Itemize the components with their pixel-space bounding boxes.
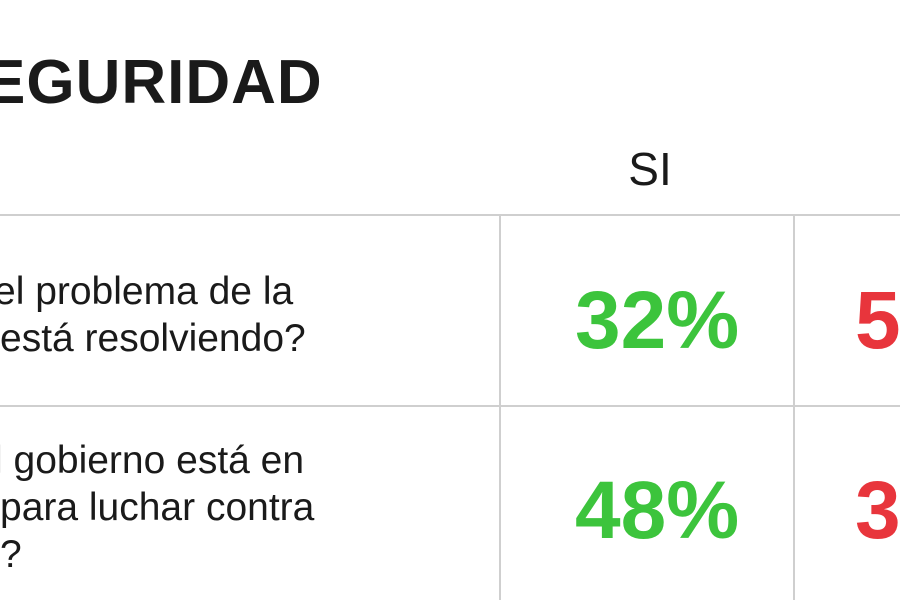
header-divider: [0, 214, 900, 216]
row-1-si-value: 32%: [575, 275, 740, 366]
row-2-si-value: 48%: [575, 465, 740, 556]
row-1-no-value: 5: [855, 275, 900, 366]
row-1-question: el problema de la está resolviendo?: [0, 270, 306, 360]
column-divider-right: [793, 216, 795, 600]
table-title: EGURIDAD: [0, 52, 323, 114]
row-divider: [0, 405, 900, 407]
row-2-no-value: 3: [855, 465, 900, 556]
column-divider-left: [499, 216, 501, 600]
column-header-si: SI: [628, 143, 672, 195]
row-2-question: l gobierno está en para luchar contra ?: [0, 439, 315, 576]
